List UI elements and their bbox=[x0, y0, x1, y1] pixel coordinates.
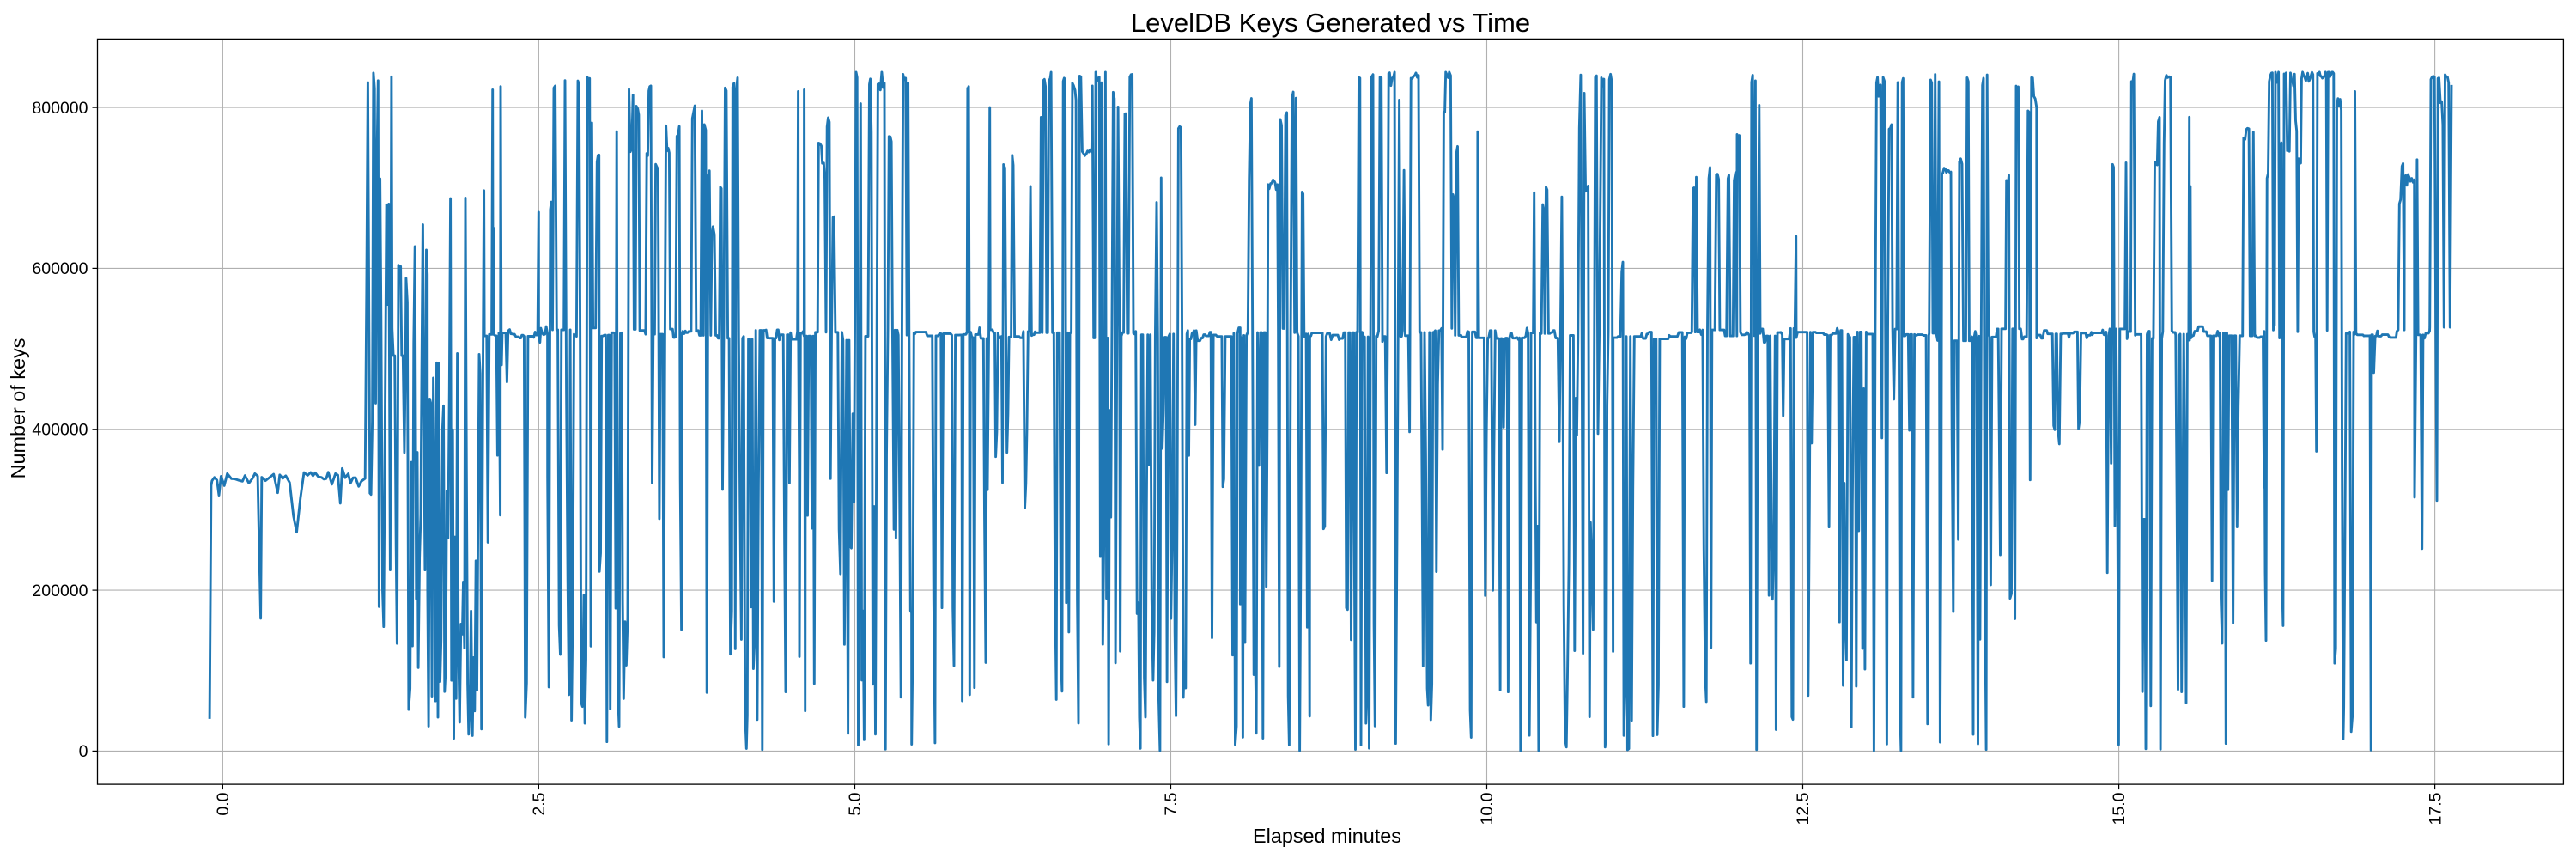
svg-text:17.5: 17.5 bbox=[2426, 792, 2445, 825]
svg-text:400000: 400000 bbox=[32, 420, 88, 439]
svg-text:7.5: 7.5 bbox=[1162, 792, 1181, 815]
svg-text:800000: 800000 bbox=[32, 99, 88, 118]
svg-text:Elapsed minutes: Elapsed minutes bbox=[1253, 825, 1401, 847]
svg-text:15.0: 15.0 bbox=[2110, 792, 2129, 825]
svg-text:200000: 200000 bbox=[32, 582, 88, 600]
svg-text:12.5: 12.5 bbox=[1794, 792, 1813, 825]
svg-text:2.5: 2.5 bbox=[530, 792, 549, 815]
svg-text:LevelDB Keys Generated vs Time: LevelDB Keys Generated vs Time bbox=[1131, 8, 1530, 38]
svg-text:600000: 600000 bbox=[32, 259, 88, 278]
svg-text:Number of keys: Number of keys bbox=[7, 338, 29, 479]
svg-text:5.0: 5.0 bbox=[846, 792, 865, 815]
svg-text:0: 0 bbox=[79, 742, 88, 761]
svg-text:0.0: 0.0 bbox=[214, 792, 233, 815]
svg-text:10.0: 10.0 bbox=[1478, 792, 1497, 825]
